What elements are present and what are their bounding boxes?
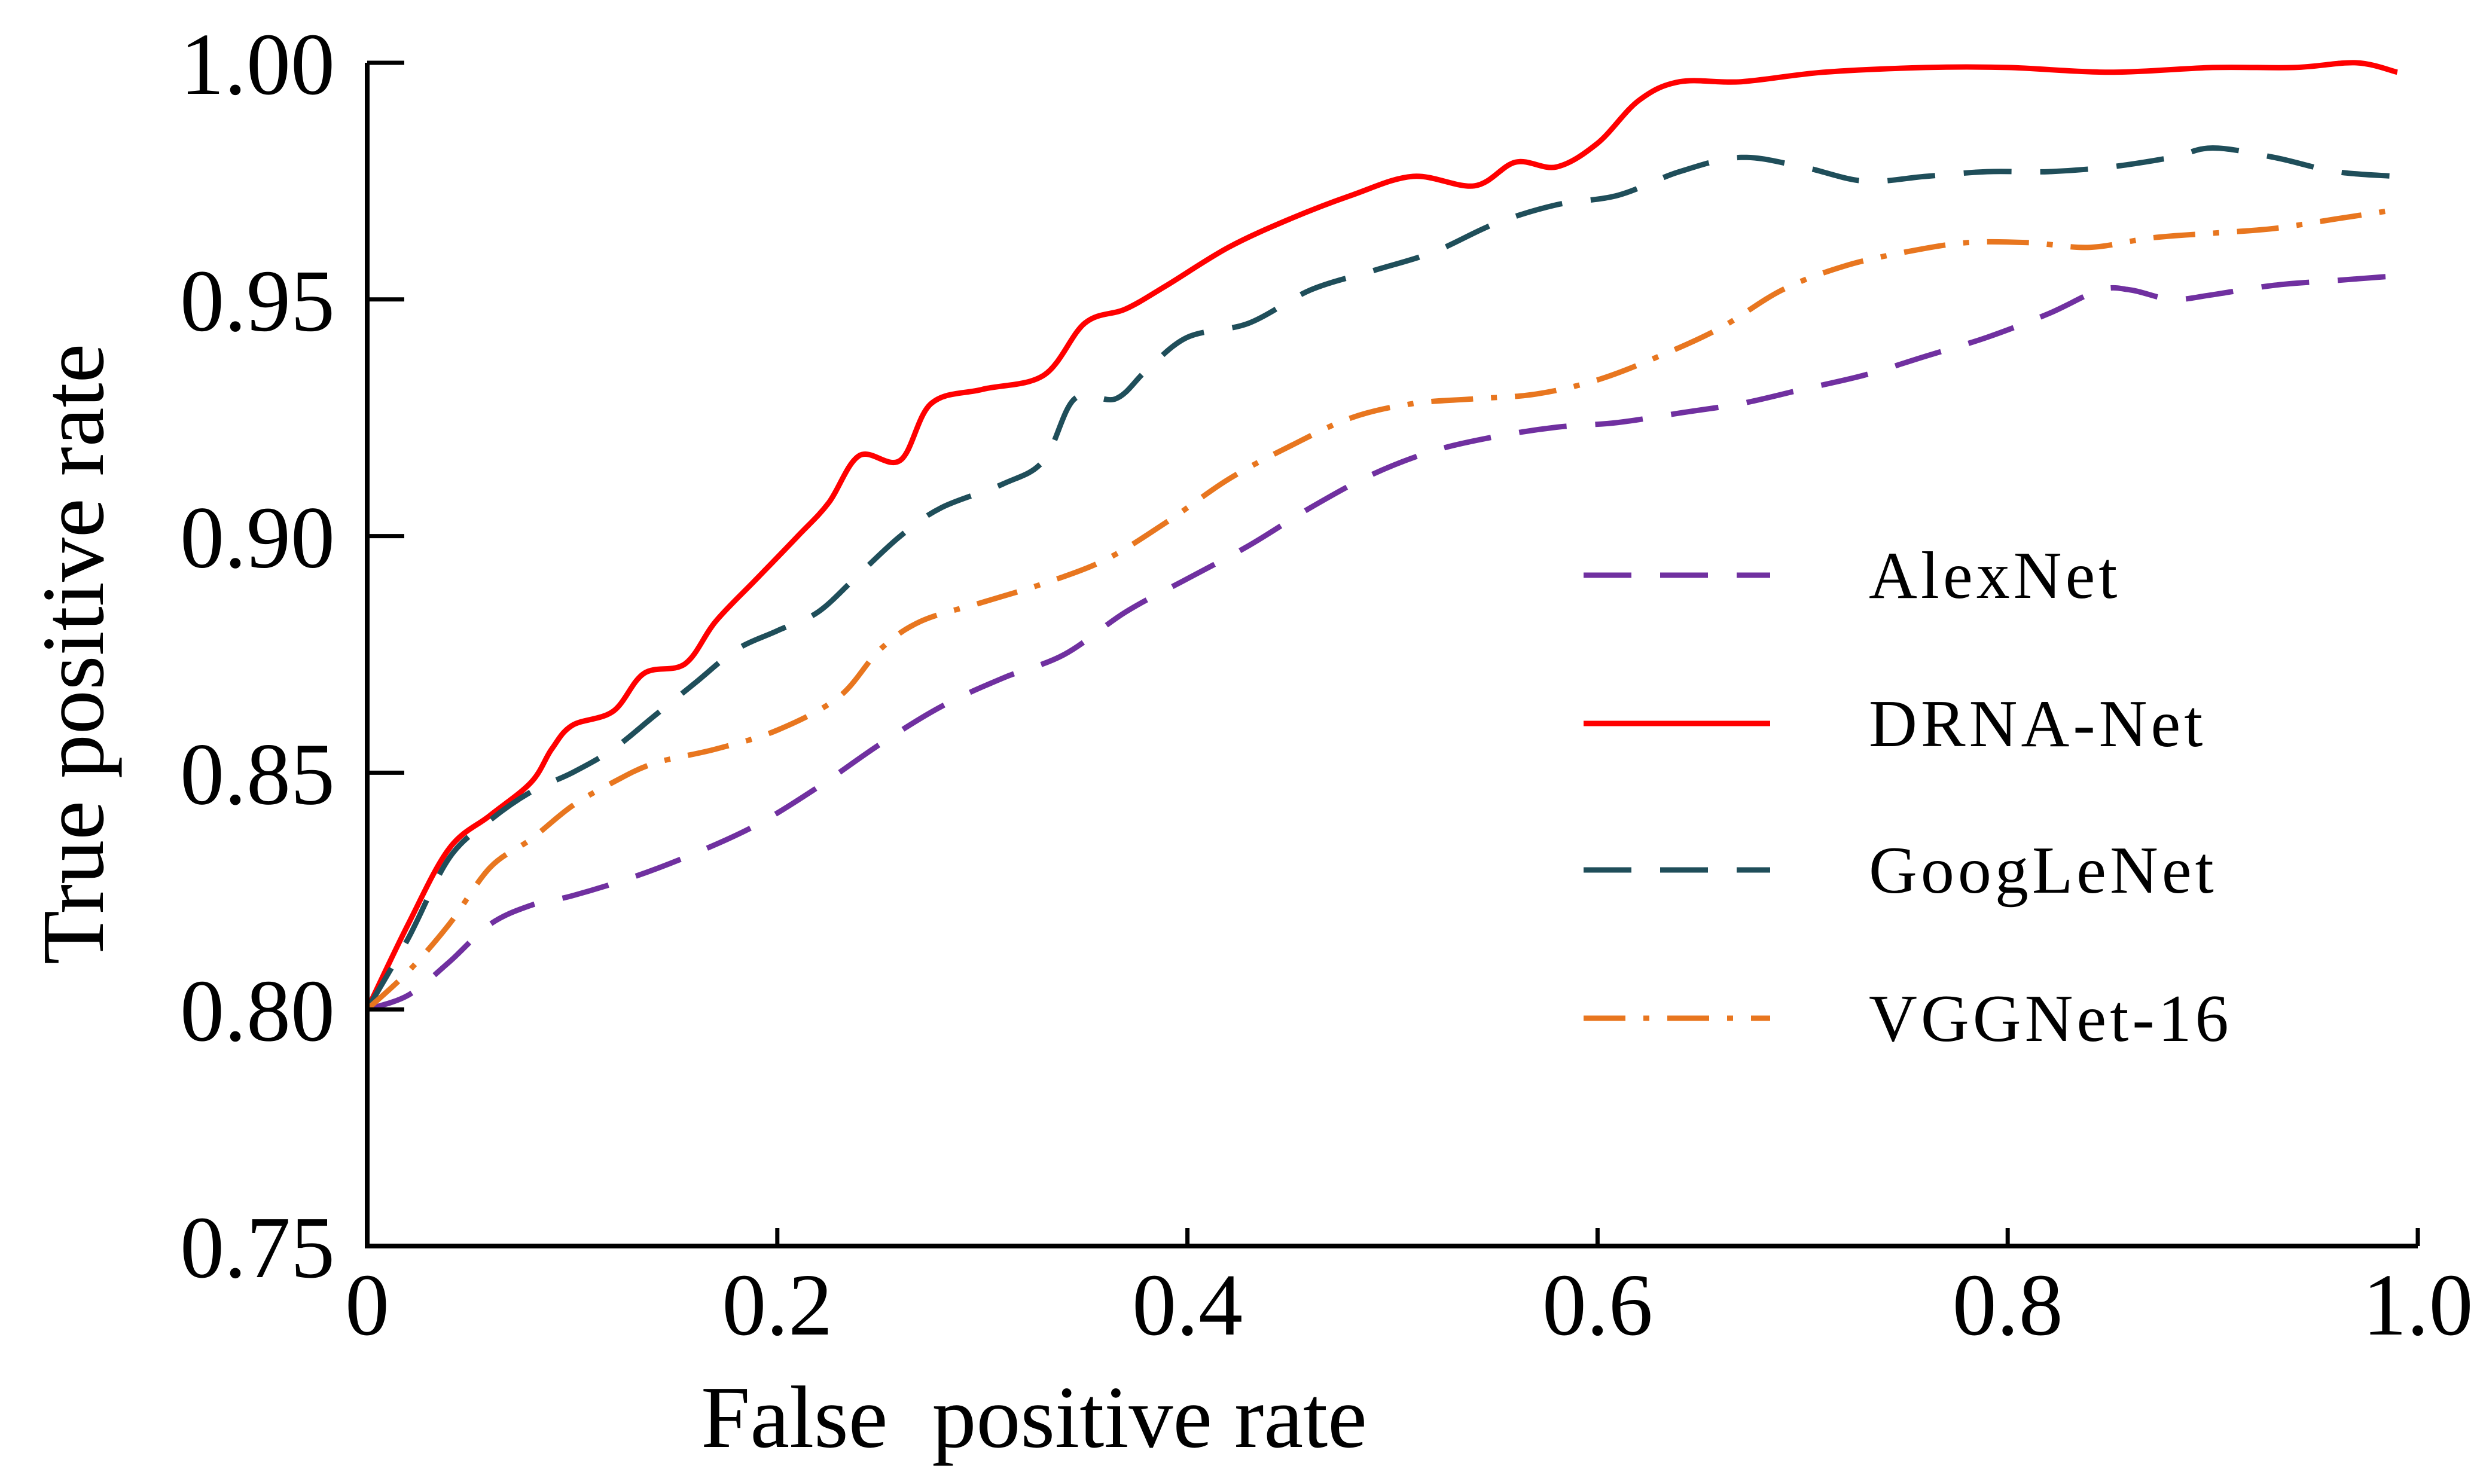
x-tick-label: 1.0 bbox=[2363, 1256, 2473, 1354]
x-tick-label: 0.6 bbox=[1542, 1256, 1653, 1354]
x-tick-label: 0.2 bbox=[722, 1256, 832, 1354]
x-tick-label: 0 bbox=[345, 1256, 389, 1354]
legend: AlexNet DRNA-Net GoogLeNet VGGNet-16 bbox=[1584, 539, 2232, 1056]
x-tick-label: 0.4 bbox=[1132, 1256, 1243, 1354]
x-ticks: 0 0.2 0.4 0.6 0.8 1.0 bbox=[345, 1228, 2473, 1354]
series-line-googlenet bbox=[365, 145, 2398, 1011]
legend-label-drna-net: DRNA-Net bbox=[1869, 687, 2206, 761]
x-axis-title: False positive rate bbox=[701, 1369, 1367, 1467]
series-line-vggnet-16 bbox=[365, 206, 2398, 1012]
series-line-drna-net bbox=[364, 60, 2398, 1011]
legend-label-googlenet: GoogLeNet bbox=[1869, 833, 2217, 908]
y-tick-label: 1.00 bbox=[180, 16, 335, 114]
y-tick-label: 0.95 bbox=[180, 252, 335, 350]
y-axis-title: True positive rate bbox=[25, 344, 123, 965]
y-ticks: 0.75 0.80 0.85 0.90 0.95 1.00 bbox=[180, 16, 404, 1297]
y-tick-label: 0.90 bbox=[180, 489, 335, 587]
plot-area: 0 0.2 0.4 0.6 0.8 1.0 0.75 0.80 0.85 0.90 0.95 1.0… bbox=[180, 16, 2473, 1354]
y-tick-label: 0.75 bbox=[180, 1199, 335, 1297]
series-line-alexnet bbox=[366, 273, 2398, 1012]
x-tick-label: 0.8 bbox=[1953, 1256, 2063, 1354]
legend-label-alexnet: AlexNet bbox=[1869, 539, 2121, 613]
y-tick-label: 0.80 bbox=[180, 962, 335, 1060]
y-tick-label: 0.85 bbox=[180, 725, 335, 823]
legend-label-vggnet-16: VGGNet-16 bbox=[1869, 982, 2232, 1056]
series-layer bbox=[364, 60, 2398, 1012]
